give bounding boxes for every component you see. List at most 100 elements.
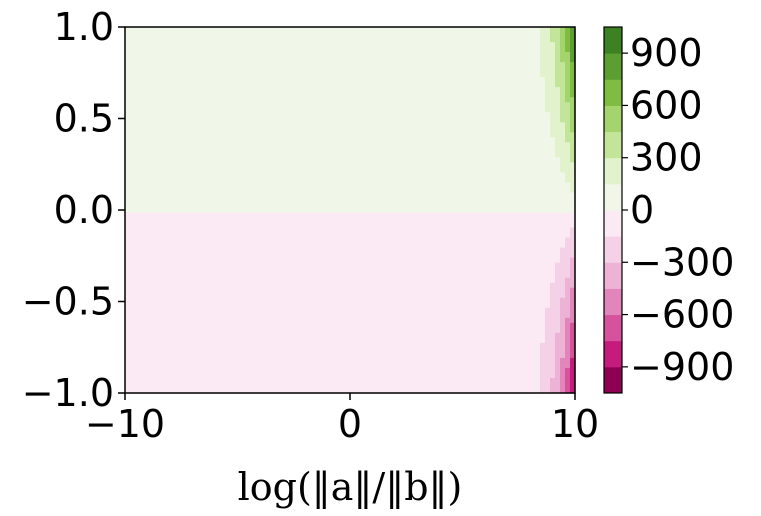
heatmap-cell — [405, 77, 411, 83]
heatmap-cell — [215, 87, 221, 93]
heatmap-cell — [210, 367, 216, 374]
heatmap-cell — [165, 287, 171, 294]
heatmap-cell — [260, 107, 266, 113]
heatmap-cell — [390, 137, 396, 143]
heatmap-cell — [265, 352, 271, 359]
heatmap-cell — [365, 152, 371, 158]
heatmap-cell — [215, 217, 221, 224]
heatmap-cell — [435, 352, 441, 359]
heatmap-cell — [320, 362, 326, 369]
heatmap-cell — [145, 182, 151, 189]
heatmap-cell — [290, 182, 296, 189]
heatmap-cell — [150, 237, 156, 244]
heatmap-cell — [275, 97, 281, 103]
heatmap-cell — [345, 112, 351, 118]
heatmap-cell — [445, 292, 451, 299]
heatmap-cell — [355, 127, 361, 133]
heatmap-cell — [200, 302, 206, 309]
heatmap-cell — [135, 52, 141, 58]
heatmap-cell — [290, 97, 296, 103]
heatmap-cell — [280, 142, 286, 148]
heatmap-cell — [400, 227, 406, 234]
heatmap-cell — [265, 272, 271, 279]
heatmap-cell — [340, 372, 346, 379]
heatmap-cell — [355, 82, 361, 88]
heatmap-cell — [215, 322, 221, 329]
heatmap-cell — [435, 312, 441, 319]
heatmap-cell — [200, 332, 206, 339]
heatmap-cell — [185, 182, 191, 189]
heatmap-cell — [260, 342, 266, 349]
heatmap-cell — [400, 172, 406, 179]
heatmap-cell — [430, 47, 436, 53]
heatmap-cell — [215, 282, 221, 289]
heatmap-cell — [185, 192, 191, 199]
heatmap-cell — [305, 92, 311, 98]
heatmap-cell — [290, 232, 296, 239]
heatmap-cell — [450, 177, 456, 184]
heatmap-cell — [185, 327, 191, 334]
heatmap-cell — [435, 67, 441, 73]
heatmap-cell — [420, 37, 426, 43]
heatmap-cell — [220, 352, 226, 359]
heatmap-cell — [130, 302, 136, 309]
heatmap-cell — [155, 337, 161, 344]
heatmap-cell — [300, 272, 306, 279]
heatmap-cell — [190, 52, 196, 58]
heatmap-cell — [240, 292, 246, 299]
heatmap-cell — [270, 42, 276, 48]
heatmap-cell — [380, 192, 386, 199]
heatmap-cell — [250, 242, 256, 249]
heatmap-cell — [410, 192, 416, 199]
heatmap-cell — [275, 227, 281, 234]
heatmap-cell — [435, 207, 441, 214]
heatmap-cell — [445, 382, 451, 389]
heatmap-cell — [265, 202, 271, 209]
heatmap-cell — [425, 32, 431, 38]
heatmap-cell — [240, 77, 246, 83]
heatmap-cell — [280, 252, 286, 259]
heatmap-cell — [150, 77, 156, 83]
heatmap-cell — [130, 282, 136, 289]
heatmap-cell — [420, 157, 426, 163]
heatmap-cell — [320, 47, 326, 53]
heatmap-cell — [195, 337, 201, 344]
heatmap-cell — [130, 347, 136, 354]
heatmap-cell — [355, 377, 361, 384]
heatmap-cell — [400, 242, 406, 249]
heatmap-cell — [315, 377, 321, 384]
heatmap-cell — [230, 42, 236, 48]
heatmap-cell — [460, 182, 466, 189]
heatmap-cell — [230, 77, 236, 83]
heatmap-cell — [345, 277, 351, 284]
heatmap-cell — [200, 37, 206, 43]
heatmap-cell — [385, 377, 391, 384]
heatmap-cell — [385, 27, 391, 33]
heatmap-cell — [330, 312, 336, 319]
heatmap-cell — [245, 267, 251, 274]
heatmap-cell — [200, 117, 206, 123]
heatmap-cell — [195, 382, 201, 389]
heatmap-cell — [420, 67, 426, 73]
heatmap-cell — [230, 142, 236, 148]
heatmap-cell — [360, 362, 366, 369]
heatmap-cell — [230, 227, 236, 234]
heatmap-cell — [215, 177, 221, 184]
heatmap-cell — [170, 262, 176, 269]
heatmap-cell — [160, 147, 166, 153]
heatmap-cell — [335, 47, 341, 53]
heatmap-cell — [155, 142, 161, 148]
heatmap-cell — [395, 387, 401, 394]
heatmap-cell — [165, 227, 171, 234]
heatmap-cell — [150, 272, 156, 279]
heatmap-cell — [140, 272, 146, 279]
heatmap-cell — [210, 102, 216, 108]
heatmap-cell — [410, 172, 416, 179]
heatmap-cell — [145, 312, 151, 319]
heatmap-cell — [415, 87, 421, 93]
heatmap-cell — [310, 52, 316, 58]
heatmap-cell — [240, 322, 246, 329]
heatmap-cell — [425, 82, 431, 88]
heatmap-cell — [195, 287, 201, 294]
heatmap-cell — [195, 122, 201, 128]
